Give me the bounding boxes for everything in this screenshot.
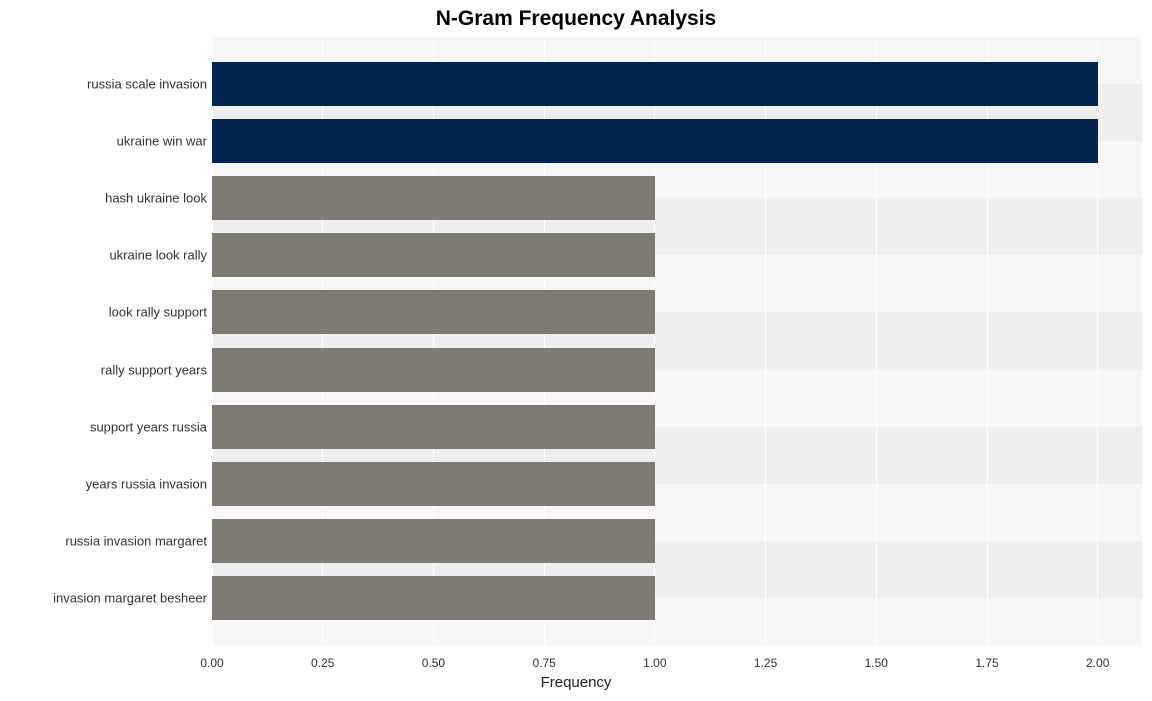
bar — [212, 290, 655, 334]
x-tick-label: 1.25 — [754, 656, 777, 670]
bar — [212, 576, 655, 620]
y-tick-label: invasion margaret besheer — [53, 591, 207, 606]
x-tick-label: 1.50 — [865, 656, 888, 670]
bar — [212, 462, 655, 506]
x-tick-label: 0.00 — [200, 656, 223, 670]
chart-container: N-Gram Frequency Analysis Frequency russ… — [0, 0, 1152, 701]
x-tick-label: 2.00 — [1086, 656, 1109, 670]
chart-title: N-Gram Frequency Analysis — [0, 7, 1152, 31]
y-tick-label: look rally support — [109, 305, 207, 320]
y-tick-label: hash ukraine look — [105, 191, 207, 206]
x-tick-label: 0.75 — [532, 656, 555, 670]
x-tick-label: 0.50 — [422, 656, 445, 670]
bar — [212, 176, 655, 220]
y-tick-label: ukraine look rally — [109, 248, 207, 263]
y-tick-label: russia scale invasion — [87, 76, 207, 91]
y-tick-label: russia invasion margaret — [65, 534, 207, 549]
y-tick-label: rally support years — [101, 362, 207, 377]
bar — [212, 233, 655, 277]
plot-area — [212, 37, 1142, 645]
y-tick-label: support years russia — [90, 419, 207, 434]
x-tick-label: 0.25 — [311, 656, 334, 670]
x-tick-label: 1.75 — [975, 656, 998, 670]
x-tick-label: 1.00 — [643, 656, 666, 670]
y-tick-label: ukraine win war — [117, 133, 207, 148]
bar — [212, 348, 655, 392]
bar — [212, 519, 655, 563]
bar — [212, 62, 1098, 106]
bar — [212, 119, 1098, 163]
bar — [212, 405, 655, 449]
y-tick-label: years russia invasion — [86, 476, 207, 491]
x-axis-label: Frequency — [0, 674, 1152, 691]
